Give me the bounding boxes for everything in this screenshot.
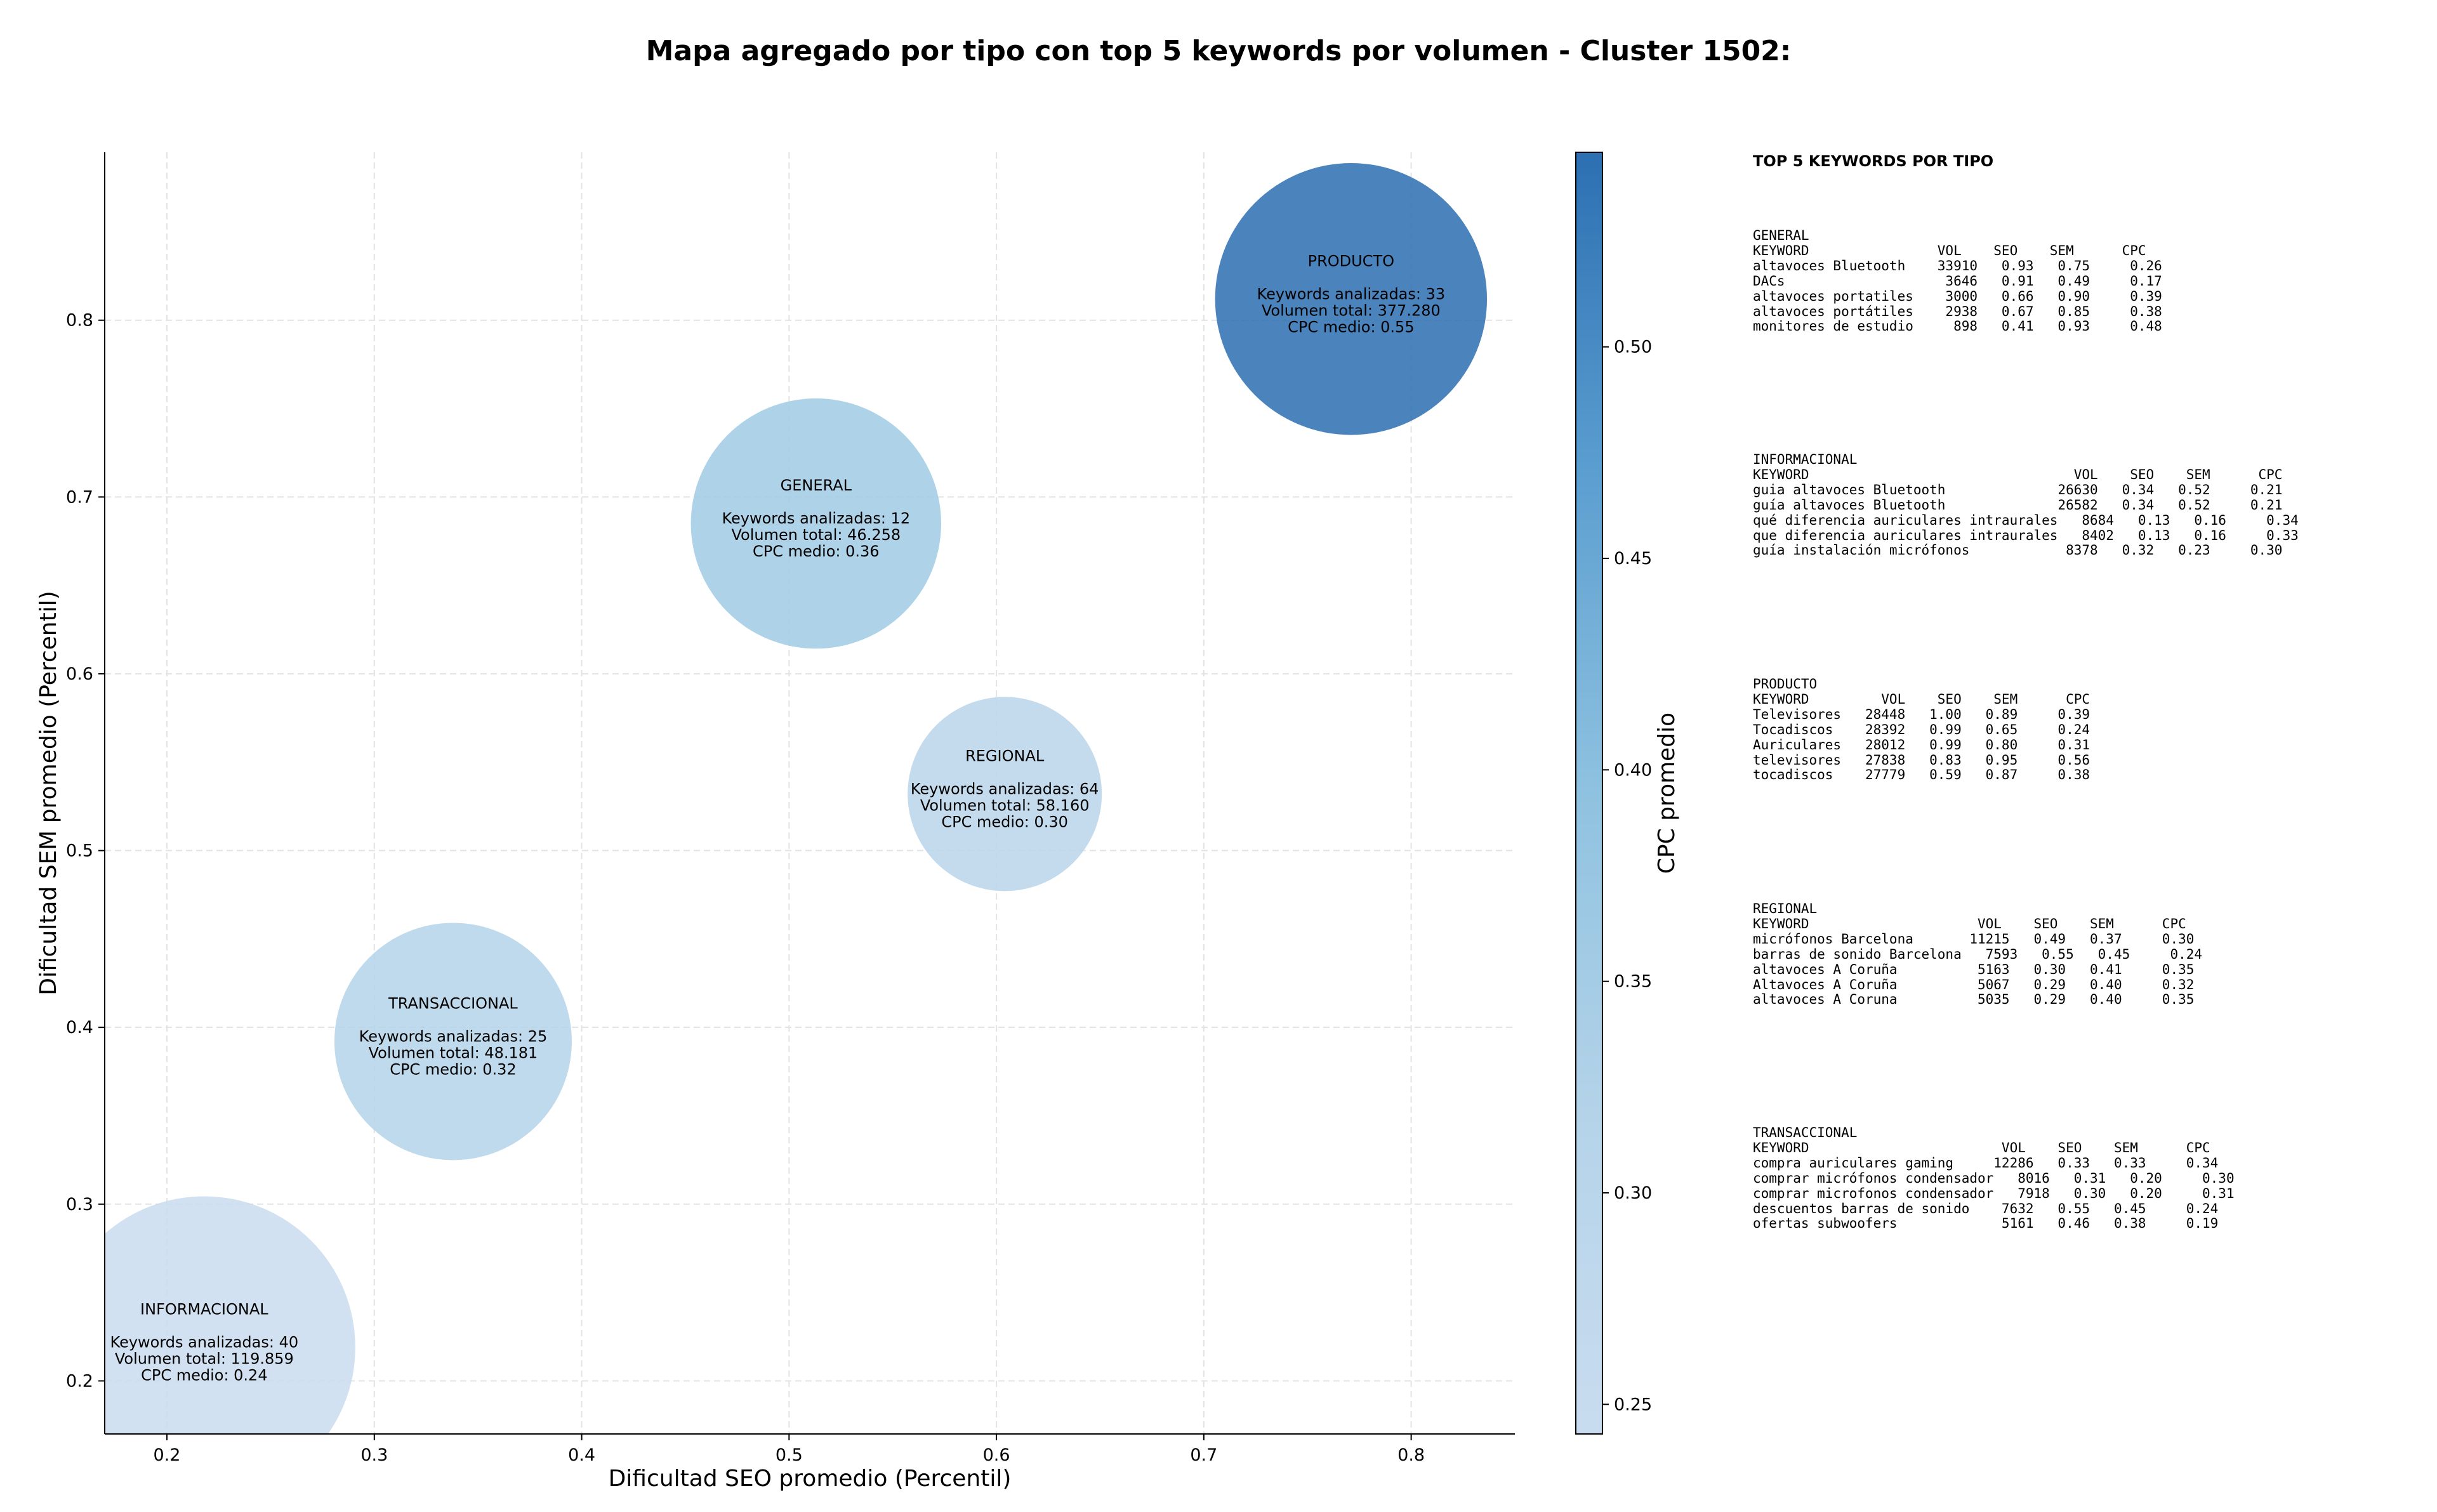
colorbar-tick-label: 0.25 [1614, 1395, 1652, 1414]
y-tick-label: 0.7 [66, 487, 93, 507]
keywords-block-regional: REGIONAL KEYWORD VOL SEO SEM CPC micrófo… [1753, 901, 2203, 1008]
y-tick-label: 0.8 [66, 311, 93, 331]
x-tick-label: 0.8 [1397, 1445, 1425, 1465]
keywords-block-general: GENERAL KEYWORD VOL SEO SEM CPC altavoce… [1753, 228, 2162, 334]
bubble-general-count-label: Keywords analizadas: 12 [722, 509, 910, 527]
bubble-regional-volume-label: Volumen total: 58.160 [920, 796, 1090, 814]
bubble-transaccional-count-label: Keywords analizadas: 25 [359, 1027, 548, 1045]
colorbar-tick-label: 0.35 [1614, 972, 1652, 992]
x-ticks: 0.2 0.3 0.4 0.5 0.6 0.7 0.8 [154, 1434, 1425, 1465]
bubble-producto [1215, 163, 1488, 435]
bubble-transaccional [334, 923, 572, 1160]
bubble-transaccional-volume-label: Volumen total: 48.181 [369, 1044, 538, 1062]
x-tick-label: 0.2 [154, 1445, 181, 1465]
colorbar-tick-label: 0.40 [1614, 760, 1652, 780]
bubble-producto-count-label: Keywords analizadas: 33 [1257, 285, 1446, 303]
bubble-transaccional-type-label: TRANSACCIONAL [388, 994, 518, 1012]
chart-title: Mapa agregado por tipo con top 5 keyword… [646, 35, 1792, 67]
bubble-general-cpc-label: CPC medio: 0.36 [753, 542, 880, 560]
bubble-general [690, 398, 942, 649]
keywords-block-transaccional: TRANSACCIONAL KEYWORD VOL SEO SEM CPC co… [1753, 1125, 2235, 1232]
colorbar-label: CPC promedio [1654, 713, 1680, 874]
x-tick-label: 0.3 [360, 1445, 388, 1465]
colorbar-tick-label: 0.30 [1614, 1183, 1652, 1203]
y-axis-label: Dificultad SEM promedio (Percentil) [36, 591, 62, 996]
y-tick-label: 0.6 [66, 664, 93, 684]
bubble-producto-volume-label: Volumen total: 377.280 [1262, 301, 1441, 319]
bubble-regional-count-label: Keywords analizadas: 64 [911, 780, 1099, 798]
bubble-informacional [105, 1196, 355, 1434]
bubble-regional [908, 697, 1102, 891]
x-tick-label: 0.4 [568, 1445, 595, 1465]
x-tick-label: 0.7 [1190, 1445, 1217, 1465]
x-tick-label: 0.5 [776, 1445, 803, 1465]
keywords-block-informacional: INFORMACIONAL KEYWORD VOL SEO SEM CPC gu… [1753, 452, 2299, 558]
keywords-panel-heading: TOP 5 KEYWORDS POR TIPO [1753, 152, 1994, 170]
bubble-transaccional-cpc-label: CPC medio: 0.32 [390, 1060, 517, 1078]
keywords-block-producto: PRODUCTO KEYWORD VOL SEO SEM CPC Televis… [1753, 676, 2090, 783]
y-tick-label: 0.5 [66, 841, 93, 861]
bubble-producto-cpc-label: CPC medio: 0.55 [1288, 318, 1415, 336]
y-tick-label: 0.4 [66, 1018, 93, 1037]
colorbar-tick-label: 0.45 [1614, 549, 1652, 569]
y-tick-label: 0.3 [66, 1195, 93, 1214]
bubble-informacional-count-label: Keywords analizadas: 40 [110, 1333, 299, 1351]
bubble-informacional-cpc-label: CPC medio: 0.24 [141, 1366, 268, 1384]
bubble-informacional-type-label: INFORMACIONAL [140, 1300, 268, 1318]
x-tick-label: 0.6 [983, 1445, 1010, 1465]
colorbar-tick-label: 0.50 [1614, 338, 1652, 357]
y-tick-label: 0.2 [66, 1371, 93, 1391]
bubble-informacional-volume-label: Volumen total: 119.859 [115, 1350, 294, 1367]
colorbar [1575, 152, 1603, 1435]
x-axis-label: Dificultad SEO promedio (Percentil) [609, 1466, 1012, 1492]
y-ticks: 0.2 0.3 0.4 0.5 0.6 0.7 0.8 [66, 311, 105, 1391]
bubble-general-volume-label: Volumen total: 46.258 [731, 526, 901, 544]
bubble-regional-cpc-label: CPC medio: 0.30 [941, 813, 1068, 831]
colorbar-ticks: 0.25 0.30 0.35 0.40 0.45 0.50 [1602, 338, 1652, 1414]
bubble-producto-type-label: PRODUCTO [1308, 252, 1394, 270]
bubble-regional-type-label: REGIONAL [965, 747, 1045, 765]
bubble-general-type-label: GENERAL [781, 477, 852, 494]
